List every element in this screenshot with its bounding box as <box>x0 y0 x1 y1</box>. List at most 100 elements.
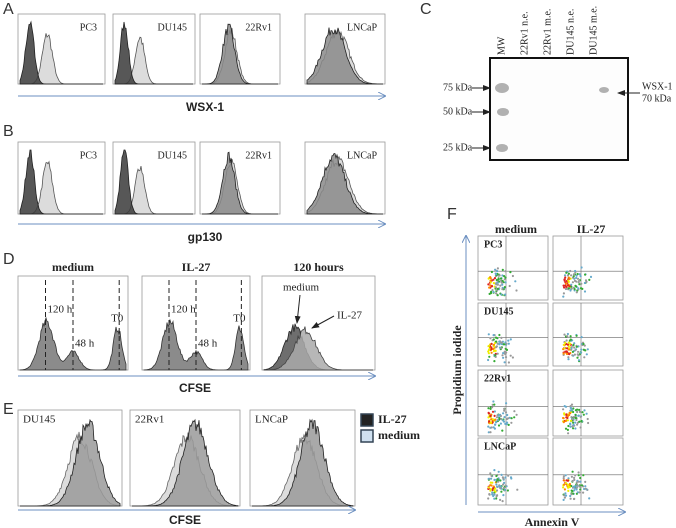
peak-label: 120 h <box>171 304 196 316</box>
event-dot <box>577 359 581 362</box>
row-label: PC3 <box>484 239 502 250</box>
event-dot <box>498 485 501 488</box>
event-dot <box>570 493 573 496</box>
event-dot <box>575 486 579 489</box>
event-dot <box>562 416 565 420</box>
event-dot <box>576 277 580 280</box>
event-dot <box>509 476 513 479</box>
event-dot <box>582 348 585 351</box>
event-dot <box>499 422 502 425</box>
lane-label: MW <box>496 36 507 55</box>
event-dot <box>495 489 499 492</box>
curve-label: IL-27 <box>337 310 363 322</box>
event-dot <box>572 273 576 276</box>
event-dot <box>496 494 499 497</box>
event-dot <box>572 423 575 426</box>
event-dot <box>575 418 578 422</box>
histogram <box>20 418 121 507</box>
event-dot <box>575 334 578 337</box>
legend-label: medium <box>378 428 420 442</box>
event-dot <box>578 420 581 423</box>
event-dot <box>495 497 498 500</box>
event-dot <box>498 343 501 346</box>
event-dot <box>515 413 518 416</box>
event-dot <box>576 491 579 494</box>
event-dot <box>493 478 496 481</box>
event-dot <box>575 291 578 294</box>
axis-label: gp130 <box>188 230 223 244</box>
event-dot <box>572 485 575 488</box>
event-dot <box>500 347 503 350</box>
sample-label: DU145 <box>23 414 56 426</box>
event-dot <box>515 289 518 292</box>
event-dot <box>487 283 490 286</box>
event-dot <box>492 350 495 353</box>
event-dot <box>588 497 591 500</box>
event-dot <box>502 352 505 355</box>
event-dot <box>569 289 572 292</box>
event-dot <box>570 274 573 277</box>
event-dot <box>573 497 576 500</box>
event-dot <box>489 472 492 475</box>
event-dot <box>503 361 506 364</box>
event-dot <box>569 419 573 422</box>
plot-frame <box>552 235 624 301</box>
lane-label: 22Rv1 m.e. <box>542 9 553 55</box>
event-dot <box>563 496 567 499</box>
marker-label: 25 kDa <box>443 142 473 153</box>
event-dot <box>565 413 568 416</box>
event-dot <box>500 490 503 493</box>
event-dot <box>505 351 508 354</box>
event-dot <box>493 403 496 406</box>
event-dot <box>569 406 572 409</box>
event-dot <box>563 494 566 497</box>
event-dot <box>578 408 581 411</box>
event-dot <box>576 483 579 486</box>
panel-letter: B <box>3 123 14 140</box>
event-dot <box>487 277 490 280</box>
event-dot <box>490 347 493 351</box>
event-dot <box>496 283 499 286</box>
event-dot <box>577 350 580 353</box>
event-dot <box>566 274 570 277</box>
row-label: 22Rv1 <box>484 373 511 384</box>
event-dot <box>492 338 495 341</box>
event-dot <box>563 278 566 281</box>
event-dot <box>570 283 573 286</box>
event-dot <box>567 356 570 359</box>
column-header: IL-27 <box>577 222 606 236</box>
event-dot <box>567 358 570 361</box>
event-dot <box>567 272 571 275</box>
curve-arrow <box>294 294 301 324</box>
event-dot <box>589 275 593 278</box>
event-dot <box>566 415 569 418</box>
event-dot <box>504 341 507 344</box>
peak-label: 48 h <box>75 338 95 350</box>
panel-letter: E <box>3 401 14 418</box>
row-label: DU145 <box>484 306 513 317</box>
event-dot <box>511 274 514 278</box>
plot-frame <box>552 369 624 437</box>
peak-label: 48 h <box>198 338 218 350</box>
event-dot <box>493 414 496 417</box>
event-dot <box>507 342 510 345</box>
event-dot <box>564 474 567 477</box>
event-dot <box>513 416 516 419</box>
event-dot <box>493 360 496 363</box>
event-dot <box>584 279 588 282</box>
event-dot <box>507 417 510 420</box>
event-dot <box>579 351 583 354</box>
event-dot <box>562 292 566 295</box>
event-dot <box>581 411 584 414</box>
event-dot <box>575 488 578 491</box>
event-dot <box>564 284 567 287</box>
event-dot <box>497 470 500 473</box>
event-dot <box>504 281 507 284</box>
event-dot <box>504 488 507 491</box>
peak-label: 120 h <box>48 304 73 316</box>
event-dot <box>487 477 490 480</box>
event-dot <box>501 288 504 291</box>
event-dot <box>576 423 579 426</box>
event-dot <box>495 416 499 419</box>
event-dot <box>496 342 499 345</box>
